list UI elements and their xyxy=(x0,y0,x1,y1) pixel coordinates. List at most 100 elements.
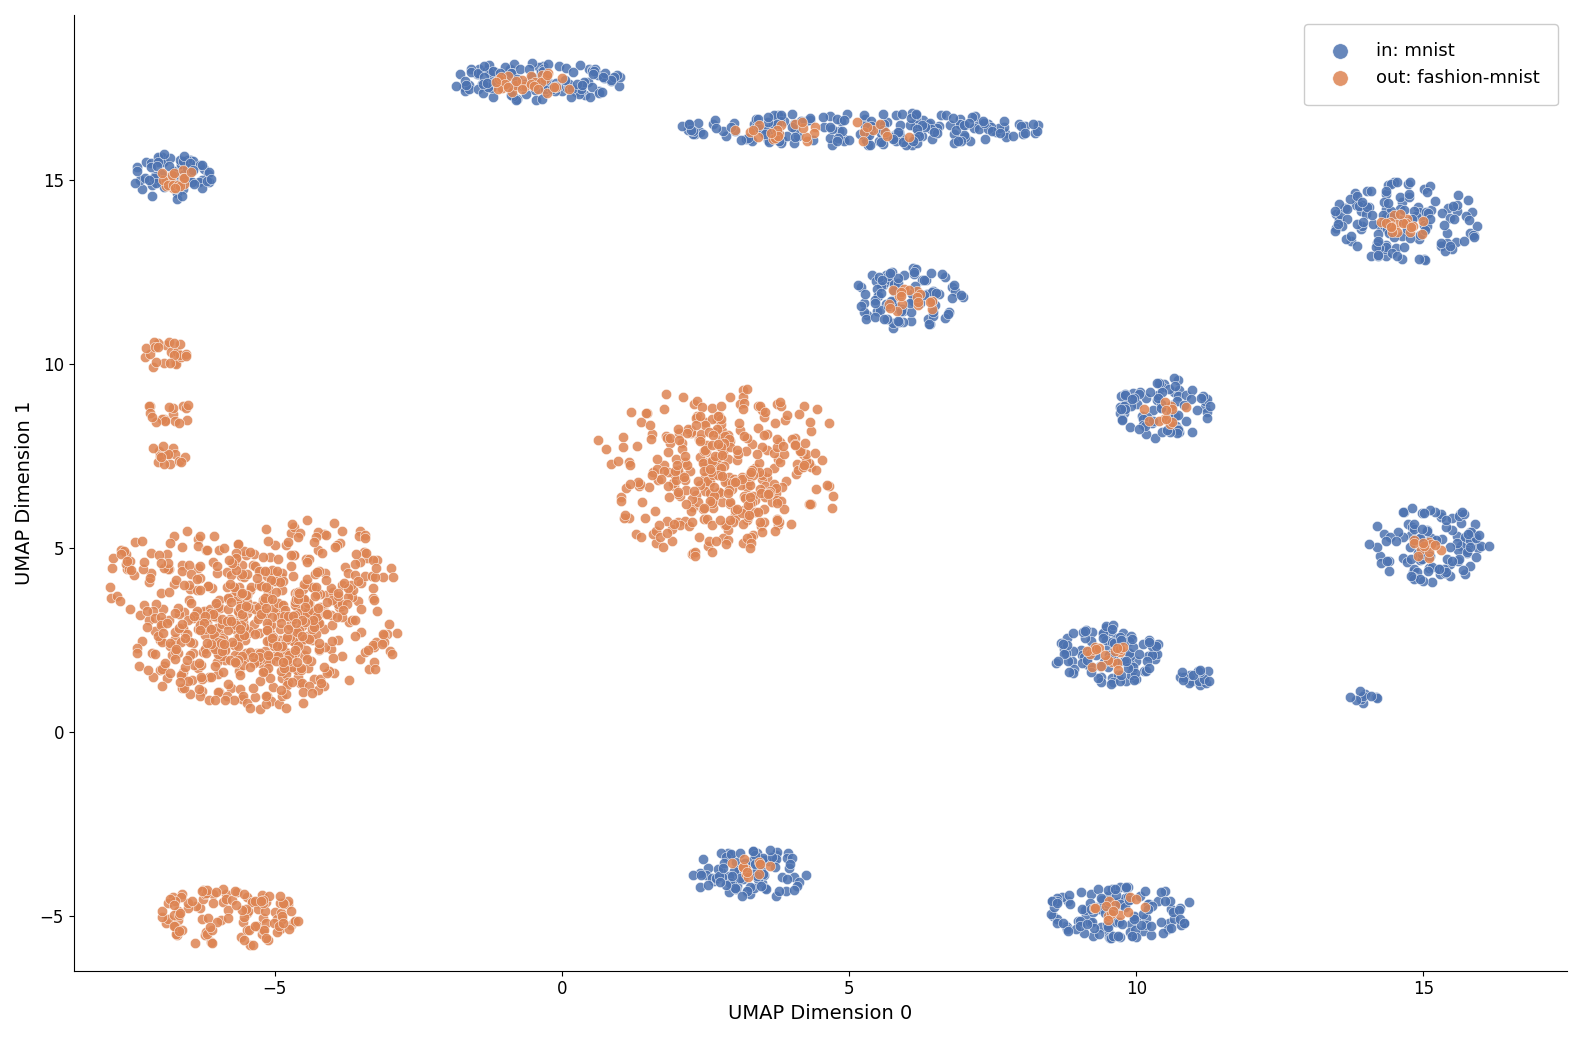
in: mnist: (-6.95, 15.5): mnist: (-6.95, 15.5) xyxy=(150,154,176,170)
out: fashion-mnist: (-4.11, 5.36): fashion-mnist: (-4.11, 5.36) xyxy=(313,526,339,543)
out: fashion-mnist: (-5.64, 2.34): fashion-mnist: (-5.64, 2.34) xyxy=(225,637,250,654)
out: fashion-mnist: (3.18, 8.96): fashion-mnist: (3.18, 8.96) xyxy=(732,394,758,411)
out: fashion-mnist: (-5.06, 2.9): fashion-mnist: (-5.06, 2.9) xyxy=(258,617,283,633)
out: fashion-mnist: (-6.84, 8.83): fashion-mnist: (-6.84, 8.83) xyxy=(157,399,182,415)
out: fashion-mnist: (-4.12, 4.33): fashion-mnist: (-4.12, 4.33) xyxy=(313,565,339,581)
in: mnist: (3.48, -4.1): mnist: (3.48, -4.1) xyxy=(748,874,774,891)
in: mnist: (5.38, 16.4): mnist: (5.38, 16.4) xyxy=(859,122,884,139)
out: fashion-mnist: (-4.94, 3.51): fashion-mnist: (-4.94, 3.51) xyxy=(266,595,291,611)
in: mnist: (9.15, 2.05): mnist: (9.15, 2.05) xyxy=(1074,648,1099,664)
out: fashion-mnist: (-3.82, 3.99): fashion-mnist: (-3.82, 3.99) xyxy=(329,577,354,594)
out: fashion-mnist: (-5.58, 4.53): fashion-mnist: (-5.58, 4.53) xyxy=(229,557,255,574)
out: fashion-mnist: (-4.71, 4.5): fashion-mnist: (-4.71, 4.5) xyxy=(278,558,304,575)
in: mnist: (3.68, 16.4): mnist: (3.68, 16.4) xyxy=(761,122,786,139)
in: mnist: (5.15, 12.1): mnist: (5.15, 12.1) xyxy=(845,277,870,294)
out: fashion-mnist: (4.07, 7.81): fashion-mnist: (4.07, 7.81) xyxy=(783,436,808,453)
out: fashion-mnist: (2.81, 7.59): fashion-mnist: (2.81, 7.59) xyxy=(710,444,736,461)
out: fashion-mnist: (3.42, 8.25): fashion-mnist: (3.42, 8.25) xyxy=(745,420,770,437)
out: fashion-mnist: (-5.68, 4.71): fashion-mnist: (-5.68, 4.71) xyxy=(223,550,248,567)
out: fashion-mnist: (-4.68, 3.06): fashion-mnist: (-4.68, 3.06) xyxy=(280,611,305,628)
out: fashion-mnist: (3.02, 16.4): fashion-mnist: (3.02, 16.4) xyxy=(723,122,748,139)
in: mnist: (9.94, -5.54): mnist: (9.94, -5.54) xyxy=(1120,927,1145,944)
in: mnist: (9.9, 1.56): mnist: (9.9, 1.56) xyxy=(1118,666,1144,683)
out: fashion-mnist: (3.56, 7.06): fashion-mnist: (3.56, 7.06) xyxy=(755,464,780,481)
out: fashion-mnist: (2.78, 8.17): fashion-mnist: (2.78, 8.17) xyxy=(709,424,734,440)
in: mnist: (9.5, 1.77): mnist: (9.5, 1.77) xyxy=(1095,658,1120,675)
out: fashion-mnist: (-4.5, 2.52): fashion-mnist: (-4.5, 2.52) xyxy=(291,631,316,648)
out: fashion-mnist: (14.8, 13.8): fashion-mnist: (14.8, 13.8) xyxy=(1400,218,1425,235)
out: fashion-mnist: (-3.7, 2.99): fashion-mnist: (-3.7, 2.99) xyxy=(337,613,362,630)
in: mnist: (0.0948, 17.5): mnist: (0.0948, 17.5) xyxy=(555,79,581,95)
out: fashion-mnist: (-6.82, 10): fashion-mnist: (-6.82, 10) xyxy=(158,355,184,372)
out: fashion-mnist: (2.58, 6.49): fashion-mnist: (2.58, 6.49) xyxy=(698,485,723,501)
in: mnist: (6.17, 16.6): mnist: (6.17, 16.6) xyxy=(903,114,929,131)
out: fashion-mnist: (-4.86, 1.82): fashion-mnist: (-4.86, 1.82) xyxy=(271,657,296,674)
in: mnist: (6.16, 16.8): mnist: (6.16, 16.8) xyxy=(903,105,929,121)
in: mnist: (9.72, -4.7): mnist: (9.72, -4.7) xyxy=(1107,896,1133,912)
in: mnist: (3.82, 16.8): mnist: (3.82, 16.8) xyxy=(769,106,794,122)
out: fashion-mnist: (-4.14, 5.39): fashion-mnist: (-4.14, 5.39) xyxy=(312,525,337,542)
out: fashion-mnist: (-6.77, 14.9): fashion-mnist: (-6.77, 14.9) xyxy=(160,176,185,193)
in: mnist: (11.3, 8.87): mnist: (11.3, 8.87) xyxy=(1198,398,1223,414)
out: fashion-mnist: (-0.094, 17.6): fashion-mnist: (-0.094, 17.6) xyxy=(544,78,570,94)
in: mnist: (-6.98, 15.2): mnist: (-6.98, 15.2) xyxy=(149,166,174,183)
out: fashion-mnist: (-3.22, 3.3): fashion-mnist: (-3.22, 3.3) xyxy=(364,602,389,619)
out: fashion-mnist: (-5.51, 4.8): fashion-mnist: (-5.51, 4.8) xyxy=(233,547,258,564)
in: mnist: (3.81, 16): mnist: (3.81, 16) xyxy=(769,134,794,151)
out: fashion-mnist: (-4.64, 3.77): fashion-mnist: (-4.64, 3.77) xyxy=(283,585,308,602)
in: mnist: (9.23, -5.18): mnist: (9.23, -5.18) xyxy=(1079,914,1104,931)
in: mnist: (14.2, 13.1): mnist: (14.2, 13.1) xyxy=(1365,240,1391,256)
out: fashion-mnist: (-4.86, 3.3): fashion-mnist: (-4.86, 3.3) xyxy=(271,602,296,619)
in: mnist: (3.37, 16.7): mnist: (3.37, 16.7) xyxy=(744,111,769,128)
in: mnist: (4.7, 16): mnist: (4.7, 16) xyxy=(819,136,845,153)
out: fashion-mnist: (2.4, 7.97): fashion-mnist: (2.4, 7.97) xyxy=(687,431,712,447)
out: fashion-mnist: (3.23, -3.81): fashion-mnist: (3.23, -3.81) xyxy=(734,864,759,880)
out: fashion-mnist: (-6.22, 2.24): fashion-mnist: (-6.22, 2.24) xyxy=(191,641,217,658)
in: mnist: (16, 5.07): mnist: (16, 5.07) xyxy=(1468,538,1493,554)
out: fashion-mnist: (-6.56, 1.76): fashion-mnist: (-6.56, 1.76) xyxy=(172,659,198,676)
in: mnist: (3.91, -4.34): mnist: (3.91, -4.34) xyxy=(774,883,799,900)
out: fashion-mnist: (-6.53, 8.49): fashion-mnist: (-6.53, 8.49) xyxy=(174,411,199,428)
out: fashion-mnist: (-4.71, -5.25): fashion-mnist: (-4.71, -5.25) xyxy=(278,917,304,933)
out: fashion-mnist: (3.63, 16.3): fashion-mnist: (3.63, 16.3) xyxy=(758,125,783,141)
out: fashion-mnist: (3.49, 7.76): fashion-mnist: (3.49, 7.76) xyxy=(750,438,775,455)
in: mnist: (10.2, -4.83): mnist: (10.2, -4.83) xyxy=(1134,901,1160,918)
in: mnist: (10.2, 2.49): mnist: (10.2, 2.49) xyxy=(1136,632,1161,649)
out: fashion-mnist: (3.75, 5.77): fashion-mnist: (3.75, 5.77) xyxy=(764,512,789,528)
in: mnist: (6.5, 11.6): mnist: (6.5, 11.6) xyxy=(922,297,948,313)
out: fashion-mnist: (-5.99, 2.47): fashion-mnist: (-5.99, 2.47) xyxy=(206,633,231,650)
in: mnist: (9.24, 2.71): mnist: (9.24, 2.71) xyxy=(1079,624,1104,640)
in: mnist: (4.67, 16.4): mnist: (4.67, 16.4) xyxy=(818,119,843,136)
out: fashion-mnist: (-5.77, 4.02): fashion-mnist: (-5.77, 4.02) xyxy=(218,576,244,593)
out: fashion-mnist: (3.24, 6.17): fashion-mnist: (3.24, 6.17) xyxy=(736,497,761,514)
in: mnist: (10.2, 8.56): mnist: (10.2, 8.56) xyxy=(1134,409,1160,426)
out: fashion-mnist: (-6.3, 2.91): fashion-mnist: (-6.3, 2.91) xyxy=(188,617,214,633)
in: mnist: (14.3, 14.1): mnist: (14.3, 14.1) xyxy=(1372,207,1397,223)
in: mnist: (14.1, 14.3): mnist: (14.1, 14.3) xyxy=(1356,198,1381,215)
out: fashion-mnist: (-4.49, 3.62): fashion-mnist: (-4.49, 3.62) xyxy=(291,591,316,607)
out: fashion-mnist: (-7.39, 2.14): fashion-mnist: (-7.39, 2.14) xyxy=(125,645,150,661)
in: mnist: (10.3, 8.74): mnist: (10.3, 8.74) xyxy=(1141,402,1166,418)
in: mnist: (3.92, 16.2): mnist: (3.92, 16.2) xyxy=(774,128,799,144)
out: fashion-mnist: (3.21, 7.64): fashion-mnist: (3.21, 7.64) xyxy=(734,442,759,459)
in: mnist: (-0.301, 17.5): mnist: (-0.301, 17.5) xyxy=(532,80,557,97)
in: mnist: (10.7, 9.25): mnist: (10.7, 9.25) xyxy=(1161,383,1186,400)
out: fashion-mnist: (-5.12, 3.92): fashion-mnist: (-5.12, 3.92) xyxy=(255,579,280,596)
out: fashion-mnist: (-4.59, 5.29): fashion-mnist: (-4.59, 5.29) xyxy=(286,529,312,546)
out: fashion-mnist: (-5.05, 2.56): fashion-mnist: (-5.05, 2.56) xyxy=(259,629,285,646)
in: mnist: (-1.29, 17.5): mnist: (-1.29, 17.5) xyxy=(475,79,500,95)
in: mnist: (5.65, 12.4): mnist: (5.65, 12.4) xyxy=(873,267,899,283)
out: fashion-mnist: (-5.24, 3.21): fashion-mnist: (-5.24, 3.21) xyxy=(248,605,274,622)
in: mnist: (9.88, -4.55): mnist: (9.88, -4.55) xyxy=(1117,891,1142,907)
in: mnist: (10.5, -5.48): mnist: (10.5, -5.48) xyxy=(1150,925,1175,941)
in: mnist: (7.95, 16.5): mnist: (7.95, 16.5) xyxy=(1006,115,1031,132)
in: mnist: (10.7, 8.59): mnist: (10.7, 8.59) xyxy=(1163,408,1188,425)
in: mnist: (15.7, 4.3): mnist: (15.7, 4.3) xyxy=(1452,566,1478,582)
in: mnist: (-0.0947, 17.6): mnist: (-0.0947, 17.6) xyxy=(544,78,570,94)
in: mnist: (9.92, 8.85): mnist: (9.92, 8.85) xyxy=(1118,399,1144,415)
out: fashion-mnist: (2.49, 8.36): fashion-mnist: (2.49, 8.36) xyxy=(693,416,718,433)
in: mnist: (5.51, 12.4): mnist: (5.51, 12.4) xyxy=(865,268,891,284)
out: fashion-mnist: (-5.21, 2.03): fashion-mnist: (-5.21, 2.03) xyxy=(250,649,275,665)
out: fashion-mnist: (2.41, 7.48): fashion-mnist: (2.41, 7.48) xyxy=(688,448,713,465)
out: fashion-mnist: (-4.88, 1.47): fashion-mnist: (-4.88, 1.47) xyxy=(269,670,294,686)
